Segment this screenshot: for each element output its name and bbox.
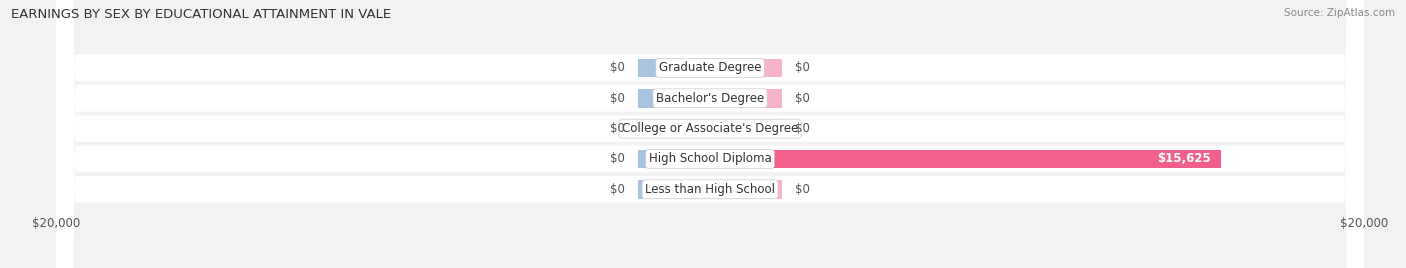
Text: Bachelor's Degree: Bachelor's Degree	[657, 92, 763, 105]
Bar	[710, 119, 782, 138]
Bar	[638, 180, 710, 199]
Text: $0: $0	[794, 92, 810, 105]
FancyBboxPatch shape	[56, 0, 1364, 268]
Bar	[710, 89, 782, 108]
FancyBboxPatch shape	[56, 0, 1364, 268]
FancyBboxPatch shape	[56, 0, 1364, 268]
Bar	[710, 58, 782, 77]
Text: $15,625: $15,625	[1157, 152, 1211, 165]
Text: $0: $0	[610, 92, 626, 105]
FancyBboxPatch shape	[56, 0, 1364, 268]
Text: High School Diploma: High School Diploma	[648, 152, 772, 165]
Text: $0: $0	[610, 183, 626, 196]
Bar	[638, 89, 710, 108]
Text: $0: $0	[794, 183, 810, 196]
FancyBboxPatch shape	[56, 0, 1364, 268]
Text: $0: $0	[610, 122, 626, 135]
Text: Graduate Degree: Graduate Degree	[659, 61, 761, 75]
Text: Source: ZipAtlas.com: Source: ZipAtlas.com	[1284, 8, 1395, 18]
Bar	[710, 150, 1220, 168]
Text: $0: $0	[610, 61, 626, 75]
Text: $0: $0	[794, 61, 810, 75]
Bar	[638, 119, 710, 138]
Text: $0: $0	[794, 122, 810, 135]
Bar	[638, 150, 710, 168]
Text: College or Associate's Degree: College or Associate's Degree	[621, 122, 799, 135]
Text: $0: $0	[610, 152, 626, 165]
Legend: Male, Female: Male, Female	[634, 263, 786, 268]
Bar	[710, 180, 782, 199]
Text: Less than High School: Less than High School	[645, 183, 775, 196]
Bar	[638, 58, 710, 77]
Text: EARNINGS BY SEX BY EDUCATIONAL ATTAINMENT IN VALE: EARNINGS BY SEX BY EDUCATIONAL ATTAINMEN…	[11, 8, 391, 21]
